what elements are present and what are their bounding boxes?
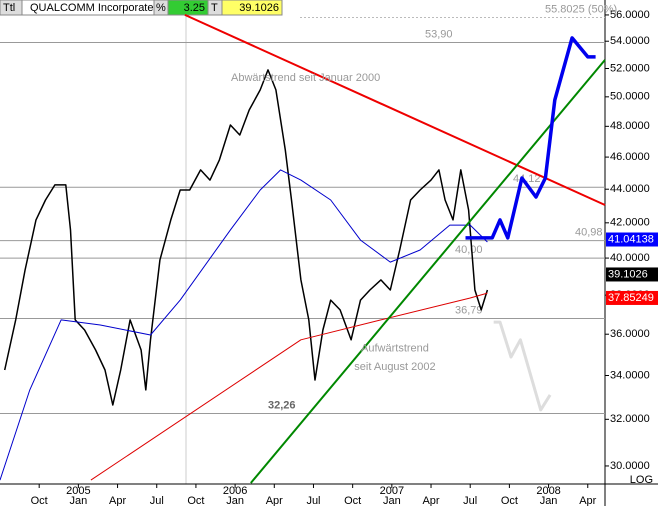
- year-label: 2005: [66, 485, 90, 497]
- y-tick-label: 52.0000: [610, 62, 650, 74]
- series-line: [250, 59, 606, 484]
- year-label: 2008: [536, 485, 560, 497]
- x-tick-label: Jul: [463, 495, 477, 506]
- x-tick-label: Apr: [266, 495, 283, 506]
- level-label: 53,90: [425, 28, 453, 40]
- price-badge-label: 39.1026: [608, 268, 648, 280]
- series-line: [90, 292, 488, 481]
- price-badge-label: 41.04138: [608, 233, 654, 245]
- series-line: [184, 13, 606, 206]
- level-label: 32,26: [268, 399, 296, 411]
- price-badge: [606, 267, 658, 282]
- x-tick-label: Oct: [501, 495, 518, 506]
- price-badge-label: 37.85249: [608, 292, 654, 304]
- level-label: 40,98: [575, 226, 603, 238]
- y-tick-label: 48.0000: [610, 120, 650, 132]
- year-label: 2006: [223, 485, 247, 497]
- y-tick-label: 40.0000: [610, 252, 650, 264]
- series-line: [3, 69, 489, 406]
- series-line: [493, 320, 552, 412]
- annotation: seit August 2002: [354, 361, 435, 373]
- price-badge: [606, 232, 658, 247]
- scale-label: LOG: [630, 474, 653, 486]
- header-pct-label: %: [156, 2, 166, 14]
- level-label: 55.8025 (50%): [545, 3, 617, 15]
- y-tick-label: 56.0000: [610, 9, 650, 21]
- header-t-label: T: [211, 2, 218, 14]
- level-label: 40,00: [455, 244, 483, 256]
- x-tick-label: Jul: [150, 495, 164, 506]
- y-tick-label: 50.0000: [610, 91, 650, 103]
- annotation: Aufwärtstrend: [361, 342, 429, 354]
- x-tick-label: Jan: [69, 495, 87, 506]
- header-name: QUALCOMM Incorporated: [30, 2, 160, 14]
- header: Ttl QUALCOMM Incorporated % 3.25 T 39.10…: [0, 0, 283, 16]
- series-line: [465, 36, 596, 240]
- y-tick-label: 42.0000: [610, 217, 650, 229]
- price-badge: [606, 290, 658, 305]
- y-tick-label: 46.0000: [610, 151, 650, 163]
- y-tick-label: 34.0000: [610, 369, 650, 381]
- header-last: 39.1026: [239, 2, 279, 14]
- y-tick-label: 30.0000: [610, 460, 650, 472]
- y-tick-label: 36.0000: [610, 328, 650, 340]
- y-tick-label: 32.0000: [610, 413, 650, 425]
- x-tick-label: Oct: [31, 495, 48, 506]
- x-tick-label: Jan: [540, 495, 558, 506]
- series-line: [0, 169, 488, 481]
- x-tick-label: Apr: [422, 495, 439, 506]
- x-tick-label: Jul: [306, 495, 320, 506]
- year-label: 2007: [380, 485, 404, 497]
- annotation: Abwärtstrend seit Januar 2000: [231, 72, 380, 84]
- x-tick-label: Apr: [579, 495, 596, 506]
- y-tick-label: 54.0000: [610, 35, 650, 47]
- x-tick-label: Jan: [226, 495, 244, 506]
- x-tick-label: Apr: [109, 495, 126, 506]
- y-tick-label: 44.0000: [610, 183, 650, 195]
- header-box: [221, 0, 283, 16]
- x-tick-label: Oct: [344, 495, 361, 506]
- x-tick-label: Oct: [187, 495, 204, 506]
- x-tick-label: Jan: [383, 495, 401, 506]
- header-symbol: Ttl: [3, 2, 15, 14]
- level-label: 36,79: [455, 304, 483, 316]
- header-pct: 3.25: [184, 2, 205, 14]
